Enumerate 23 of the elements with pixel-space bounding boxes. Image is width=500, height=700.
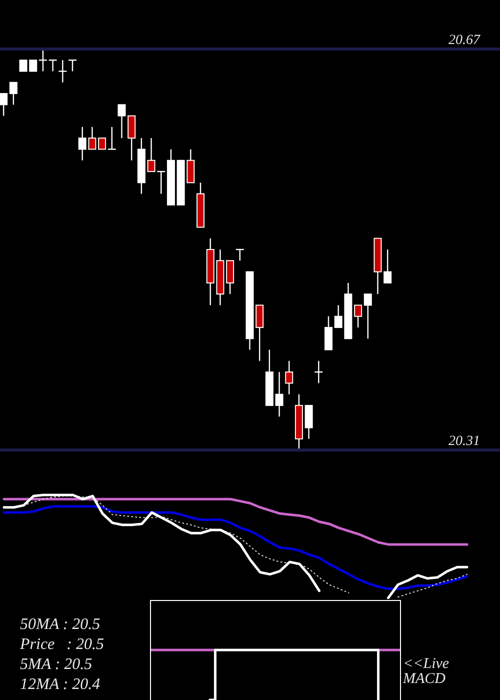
candlestick [107,126,116,150]
text: 5MA : 20.5 [20,655,92,675]
candlestick [304,404,313,440]
text: 12MA : 20.4 [20,675,100,695]
ref-line-label: 20.31 [448,434,480,449]
candlestick [285,360,294,395]
text: <<Live MACD [403,656,450,687]
text: 50MA : 20.5 [20,615,100,635]
candlestick [128,115,136,161]
candlestick [226,260,234,295]
candlestick [364,293,372,340]
candlestick [256,304,264,362]
ref-line-label: 20.67 [448,33,481,48]
candlestick [98,138,106,150]
candlestick [118,104,126,139]
candlestick [275,371,284,418]
candlestick [384,248,392,284]
candlestick [324,316,332,350]
candlestick [9,82,18,106]
candlestick [354,304,362,328]
candlestick [0,92,8,116]
candlestick [58,60,68,84]
text: Price : 20.5 [20,635,104,655]
